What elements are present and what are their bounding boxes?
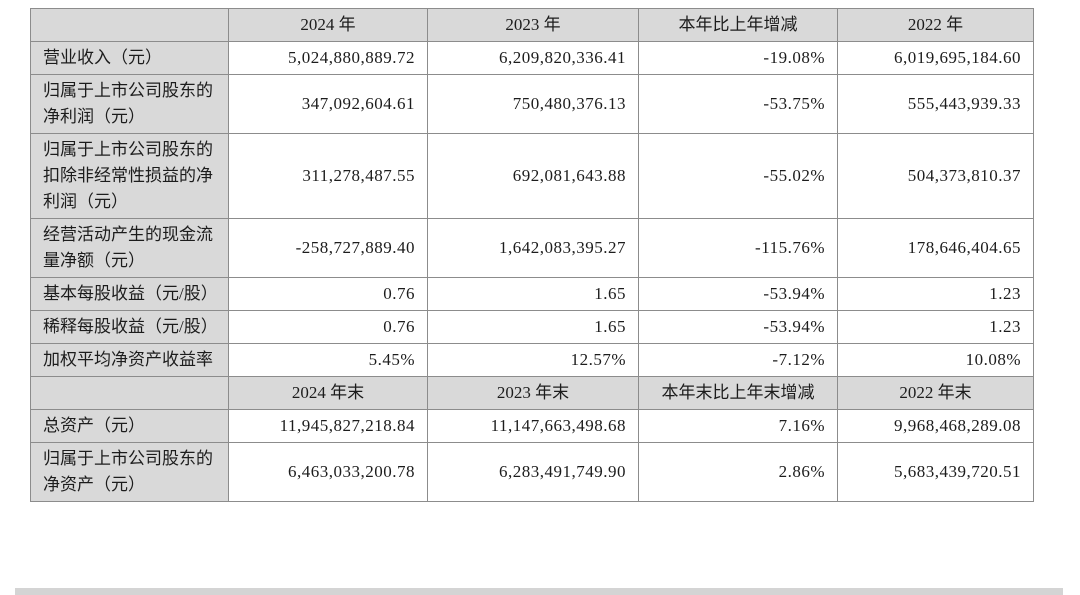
table-row-operating-cash-flow: 经营活动产生的现金流量净额（元） -258,727,889.40 1,642,0… bbox=[30, 218, 1034, 278]
cell-change: -7.12% bbox=[638, 343, 838, 377]
row-label: 总资产（元） bbox=[30, 409, 229, 443]
cell-2024: 5.45% bbox=[228, 343, 428, 377]
cell-change: 2.86% bbox=[638, 442, 838, 502]
table-row-net-profit: 归属于上市公司股东的净利润（元） 347,092,604.61 750,480,… bbox=[30, 74, 1034, 134]
cell-change: -115.76% bbox=[638, 218, 838, 278]
annual-header-yoy-change: 本年比上年增减 bbox=[638, 8, 838, 42]
cell-2024: 5,024,880,889.72 bbox=[228, 41, 428, 75]
cell-2024: -258,727,889.40 bbox=[228, 218, 428, 278]
financial-summary-table: 2024 年 2023 年 本年比上年增减 2022 年 营业收入（元） 5,0… bbox=[30, 8, 1034, 502]
table-row-net-assets: 归属于上市公司股东的净资产（元） 6,463,033,200.78 6,283,… bbox=[30, 442, 1034, 502]
cell-2022: 1.23 bbox=[837, 310, 1034, 344]
row-label: 归属于上市公司股东的扣除非经常性损益的净利润（元） bbox=[30, 133, 229, 219]
cell-change: -53.94% bbox=[638, 277, 838, 311]
cell-2023: 692,081,643.88 bbox=[427, 133, 639, 219]
cell-change: -55.02% bbox=[638, 133, 838, 219]
row-label: 基本每股收益（元/股） bbox=[30, 277, 229, 311]
cell-2024: 11,945,827,218.84 bbox=[228, 409, 428, 443]
yearend-header-empty-cell bbox=[30, 376, 229, 410]
row-label: 归属于上市公司股东的净利润（元） bbox=[30, 74, 229, 134]
yearend-header-change: 本年末比上年末增减 bbox=[638, 376, 838, 410]
annual-header-empty-cell bbox=[30, 8, 229, 42]
cell-2022: 10.08% bbox=[837, 343, 1034, 377]
cell-2024: 347,092,604.61 bbox=[228, 74, 428, 134]
cell-2022: 6,019,695,184.60 bbox=[837, 41, 1034, 75]
table-row-diluted-eps: 稀释每股收益（元/股） 0.76 1.65 -53.94% 1.23 bbox=[30, 310, 1034, 344]
cell-2023: 1.65 bbox=[427, 277, 639, 311]
cell-2022: 504,373,810.37 bbox=[837, 133, 1034, 219]
cell-2023: 6,209,820,336.41 bbox=[427, 41, 639, 75]
row-label: 加权平均净资产收益率 bbox=[30, 343, 229, 377]
cell-change: -53.75% bbox=[638, 74, 838, 134]
cell-2022: 555,443,939.33 bbox=[837, 74, 1034, 134]
cell-change: 7.16% bbox=[638, 409, 838, 443]
cell-2024: 0.76 bbox=[228, 310, 428, 344]
cell-2023: 12.57% bbox=[427, 343, 639, 377]
cell-2022: 1.23 bbox=[837, 277, 1034, 311]
cell-2022: 5,683,439,720.51 bbox=[837, 442, 1034, 502]
yearend-header-2023: 2023 年末 bbox=[427, 376, 639, 410]
yearend-header-2024: 2024 年末 bbox=[228, 376, 428, 410]
next-section-cutoff-strip bbox=[15, 588, 1063, 595]
row-label: 稀释每股收益（元/股） bbox=[30, 310, 229, 344]
cell-2023: 6,283,491,749.90 bbox=[427, 442, 639, 502]
row-label: 归属于上市公司股东的净资产（元） bbox=[30, 442, 229, 502]
table-row-operating-revenue: 营业收入（元） 5,024,880,889.72 6,209,820,336.4… bbox=[30, 41, 1034, 75]
cell-2023: 11,147,663,498.68 bbox=[427, 409, 639, 443]
cell-2024: 0.76 bbox=[228, 277, 428, 311]
yearend-header-row: 2024 年末 2023 年末 本年末比上年末增减 2022 年末 bbox=[30, 376, 1034, 410]
cell-2024: 311,278,487.55 bbox=[228, 133, 428, 219]
annual-header-2023: 2023 年 bbox=[427, 8, 639, 42]
yearend-header-2022: 2022 年末 bbox=[837, 376, 1034, 410]
annual-header-2022: 2022 年 bbox=[837, 8, 1034, 42]
table-row-weighted-roe: 加权平均净资产收益率 5.45% 12.57% -7.12% 10.08% bbox=[30, 343, 1034, 377]
cell-2023: 1.65 bbox=[427, 310, 639, 344]
cell-2022: 178,646,404.65 bbox=[837, 218, 1034, 278]
table-row-total-assets: 总资产（元） 11,945,827,218.84 11,147,663,498.… bbox=[30, 409, 1034, 443]
cell-2023: 750,480,376.13 bbox=[427, 74, 639, 134]
cell-2024: 6,463,033,200.78 bbox=[228, 442, 428, 502]
table-row-basic-eps: 基本每股收益（元/股） 0.76 1.65 -53.94% 1.23 bbox=[30, 277, 1034, 311]
annual-header-2024: 2024 年 bbox=[228, 8, 428, 42]
cell-2023: 1,642,083,395.27 bbox=[427, 218, 639, 278]
cell-2022: 9,968,468,289.08 bbox=[837, 409, 1034, 443]
table-row-net-profit-excl-nonrecurring: 归属于上市公司股东的扣除非经常性损益的净利润（元） 311,278,487.55… bbox=[30, 133, 1034, 219]
row-label: 经营活动产生的现金流量净额（元） bbox=[30, 218, 229, 278]
cell-change: -53.94% bbox=[638, 310, 838, 344]
annual-header-row: 2024 年 2023 年 本年比上年增减 2022 年 bbox=[30, 8, 1034, 42]
cell-change: -19.08% bbox=[638, 41, 838, 75]
row-label: 营业收入（元） bbox=[30, 41, 229, 75]
